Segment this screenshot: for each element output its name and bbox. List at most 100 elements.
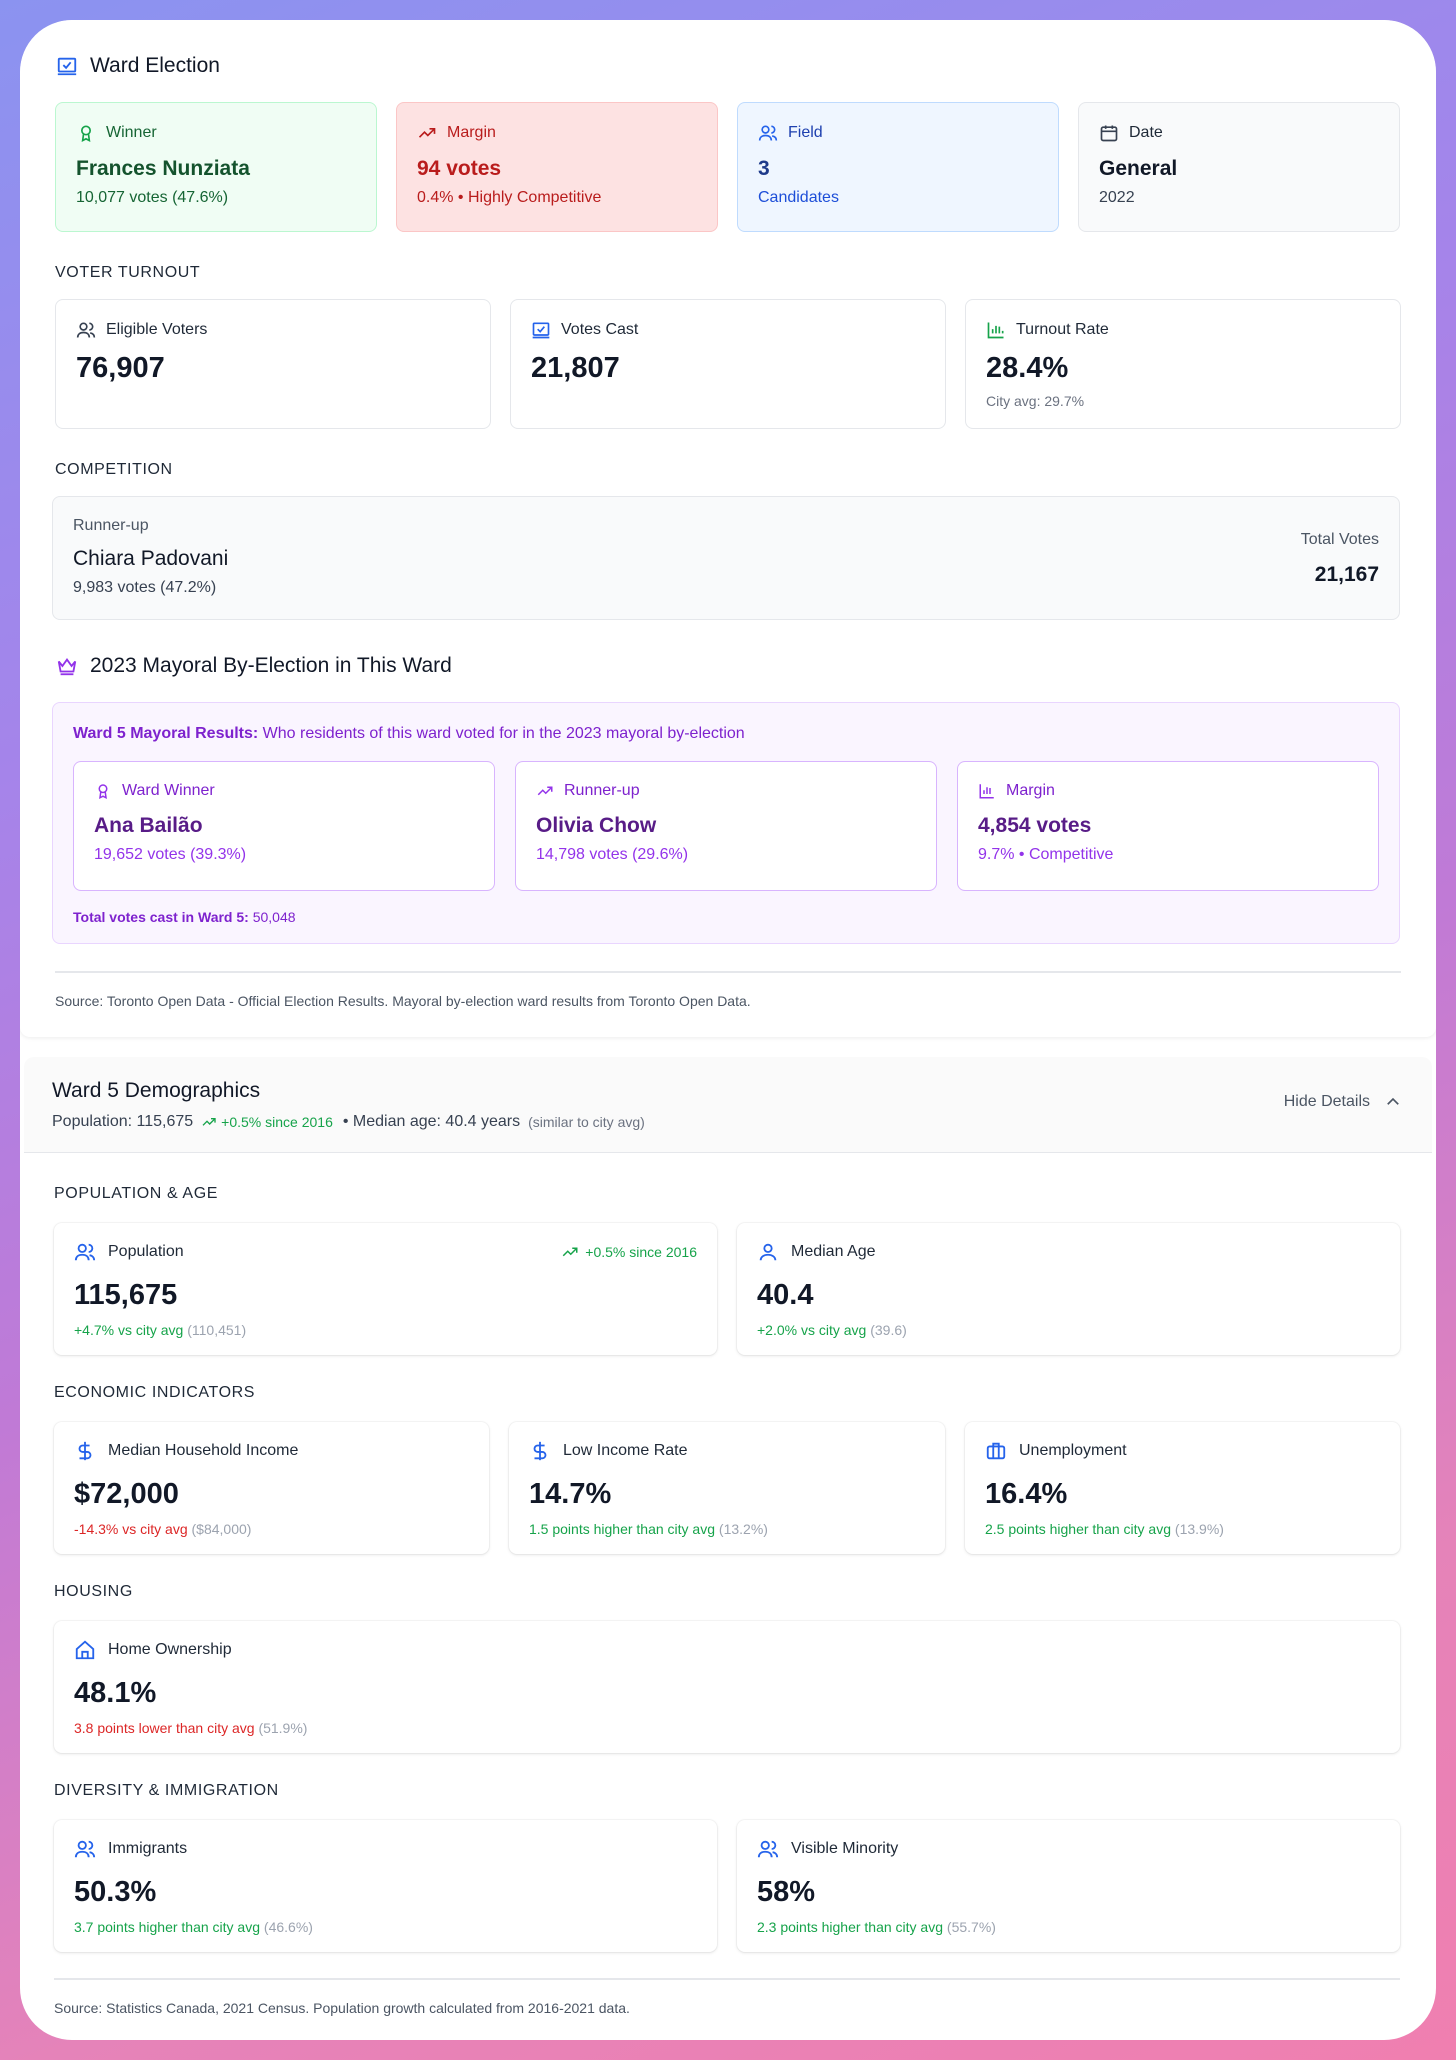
dollar-icon: [533, 1441, 547, 1461]
demographics-source: Source: Statistics Canada, 2021 Census. …: [54, 2000, 630, 2016]
demographics-summary: Population: 115,675 +0.5% since 2016 • M…: [52, 1113, 645, 1130]
date-detail: 2022: [1099, 189, 1135, 206]
date-card: Date General 2022: [1078, 102, 1400, 232]
median-age-card: Median Age 40.4 +2.0% vs city avg (39.6): [737, 1223, 1400, 1355]
users-icon: [758, 125, 778, 141]
crown-icon: [57, 658, 77, 676]
minority-comparison: 2.3 points higher than city avg (55.7%): [757, 1919, 996, 1935]
ward-winner-card: Ward Winner Ana Bailão 19,652 votes (39.…: [73, 761, 495, 891]
mayoral-runner-up-card: Runner-up Olivia Chow 14,798 votes (29.6…: [515, 761, 937, 891]
briefcase-icon: [986, 1442, 1006, 1460]
winner-card: Winner Frances Nunziata 10,077 votes (47…: [55, 102, 377, 232]
low-income-value: 14.7%: [529, 1478, 612, 1510]
rate-city-avg: City avg: 29.7%: [986, 393, 1085, 409]
turnout-heading: VOTER TURNOUT: [55, 264, 201, 281]
ballot-check-icon: [57, 57, 77, 76]
ward-winner-votes: 19,652 votes (39.3%): [94, 846, 247, 863]
income-card: Median Household Income $72,000 -14.3% v…: [54, 1422, 489, 1554]
hide-details-button[interactable]: Hide Details: [1284, 1093, 1402, 1111]
rate-label: Turnout Rate: [1016, 321, 1109, 338]
unemployment-comparison: 2.5 points higher than city avg (13.9%): [985, 1521, 1224, 1537]
runner-up-name: Chiara Padovani: [73, 547, 229, 570]
mayoral-results-panel: Ward 5 Mayoral Results: Who residents of…: [52, 702, 1400, 944]
users-icon: [757, 1840, 779, 1858]
award-icon: [81, 125, 91, 142]
winner-votes: 10,077 votes (47.6%): [76, 189, 229, 206]
divider: [54, 1978, 1400, 1980]
mayoral-margin-detail: 9.7% • Competitive: [978, 846, 1114, 863]
median-age-value: 40.4: [757, 1279, 814, 1311]
minority-value: 58%: [757, 1876, 816, 1908]
mayoral-title: 2023 Mayoral By-Election in This Ward: [90, 654, 452, 677]
eligible-voters-card: Eligible Voters 76,907: [55, 299, 491, 429]
cast-value: 21,807: [531, 352, 620, 384]
eligible-label: Eligible Voters: [106, 321, 208, 338]
users-icon: [74, 1243, 96, 1261]
low-income-card: Low Income Rate 14.7% 1.5 points higher …: [509, 1422, 945, 1554]
field-detail: Candidates: [758, 189, 839, 206]
ownership-value: 48.1%: [74, 1677, 157, 1709]
eligible-value: 76,907: [76, 352, 165, 384]
runner-up-label: Runner-up: [73, 517, 149, 534]
median-age-comparison: +2.0% vs city avg (39.6): [757, 1322, 907, 1338]
ownership-comparison: 3.8 points lower than city avg (51.9%): [74, 1720, 308, 1736]
users-icon: [76, 322, 96, 338]
field-value: 3: [758, 157, 770, 180]
low-income-comparison: 1.5 points higher than city avg (13.2%): [529, 1521, 768, 1537]
unemployment-card: Unemployment 16.4% 2.5 points higher tha…: [965, 1422, 1400, 1554]
award-icon: [98, 784, 108, 800]
margin-value: 94 votes: [417, 157, 502, 180]
home-icon: [75, 1640, 95, 1660]
trending-up-icon: [563, 1247, 578, 1257]
demographics-header: Ward 5 Demographics Population: 115,675 …: [24, 1057, 1432, 1153]
population-value: 115,675: [74, 1279, 178, 1311]
chevron-up-icon: [1387, 1097, 1399, 1105]
demographics-title: Ward 5 Demographics: [52, 1079, 261, 1102]
mayoral-header: 2023 Mayoral By-Election in This Ward: [56, 654, 452, 678]
ballot-check-icon: [532, 322, 550, 339]
app-frame: Ward Election Winner Frances Nunziata 10…: [20, 20, 1436, 2040]
date-value: General: [1099, 157, 1178, 180]
cast-label: Votes Cast: [561, 321, 639, 338]
immigrants-comparison: 3.7 points higher than city avg (46.6%): [74, 1919, 313, 1935]
election-header: Ward Election: [56, 54, 220, 78]
user-icon: [759, 1243, 777, 1261]
calendar-icon: [1100, 125, 1118, 142]
dollar-icon: [78, 1441, 92, 1461]
mayoral-total-votes: Total votes cast in Ward 5: 50,048: [73, 909, 296, 925]
margin-detail: 0.4% • Highly Competitive: [417, 189, 602, 206]
trending-up-icon: [537, 786, 553, 796]
turnout-rate-card: Turnout Rate 28.4% City avg: 29.7%: [965, 299, 1401, 429]
bar-chart-icon: [987, 322, 1004, 339]
housing-heading: HOUSING: [54, 1583, 133, 1600]
income-comparison: -14.3% vs city avg ($84,000): [74, 1521, 252, 1537]
winner-name: Frances Nunziata: [76, 157, 250, 180]
diversity-heading: DIVERSITY & IMMIGRATION: [54, 1782, 279, 1799]
mayoral-margin-value: 4,854 votes: [978, 814, 1092, 837]
field-card: Field 3 Candidates: [737, 102, 1059, 232]
election-card: Ward Election Winner Frances Nunziata 10…: [20, 20, 1436, 1037]
election-source: Source: Toronto Open Data - Official Ele…: [55, 993, 751, 1009]
votes-cast-card: Votes Cast 21,807: [510, 299, 946, 429]
divider: [55, 971, 1401, 973]
margin-card: Margin 94 votes 0.4% • Highly Competitiv…: [396, 102, 718, 232]
home-ownership-card: Home Ownership 48.1% 3.8 points lower th…: [54, 1621, 1400, 1753]
population-card: Population +0.5% since 2016 115,675 +4.7…: [54, 1223, 717, 1355]
total-votes-value: 21,167: [1314, 563, 1379, 586]
field-label: Field: [788, 124, 823, 141]
visible-minority-card: Visible Minority 58% 2.3 points higher t…: [737, 1820, 1400, 1952]
trending-up-icon: [418, 128, 436, 138]
income-value: $72,000: [74, 1478, 179, 1510]
population-comparison: +4.7% vs city avg (110,451): [74, 1322, 247, 1338]
competition-card: Runner-up Chiara Padovani 9,983 votes (4…: [52, 496, 1400, 620]
economic-heading: ECONOMIC INDICATORS: [54, 1384, 256, 1401]
date-label: Date: [1129, 124, 1163, 141]
trending-up-icon: [202, 1118, 216, 1126]
mayoral-runner-votes: 14,798 votes (29.6%): [536, 846, 689, 863]
mayoral-runner-name: Olivia Chow: [536, 814, 657, 837]
users-icon: [74, 1840, 96, 1858]
mayoral-margin-card: Margin 4,854 votes 9.7% • Competitive: [957, 761, 1379, 891]
rate-value: 28.4%: [986, 352, 1069, 384]
ward-winner-name: Ana Bailão: [94, 814, 203, 837]
unemployment-value: 16.4%: [985, 1478, 1068, 1510]
